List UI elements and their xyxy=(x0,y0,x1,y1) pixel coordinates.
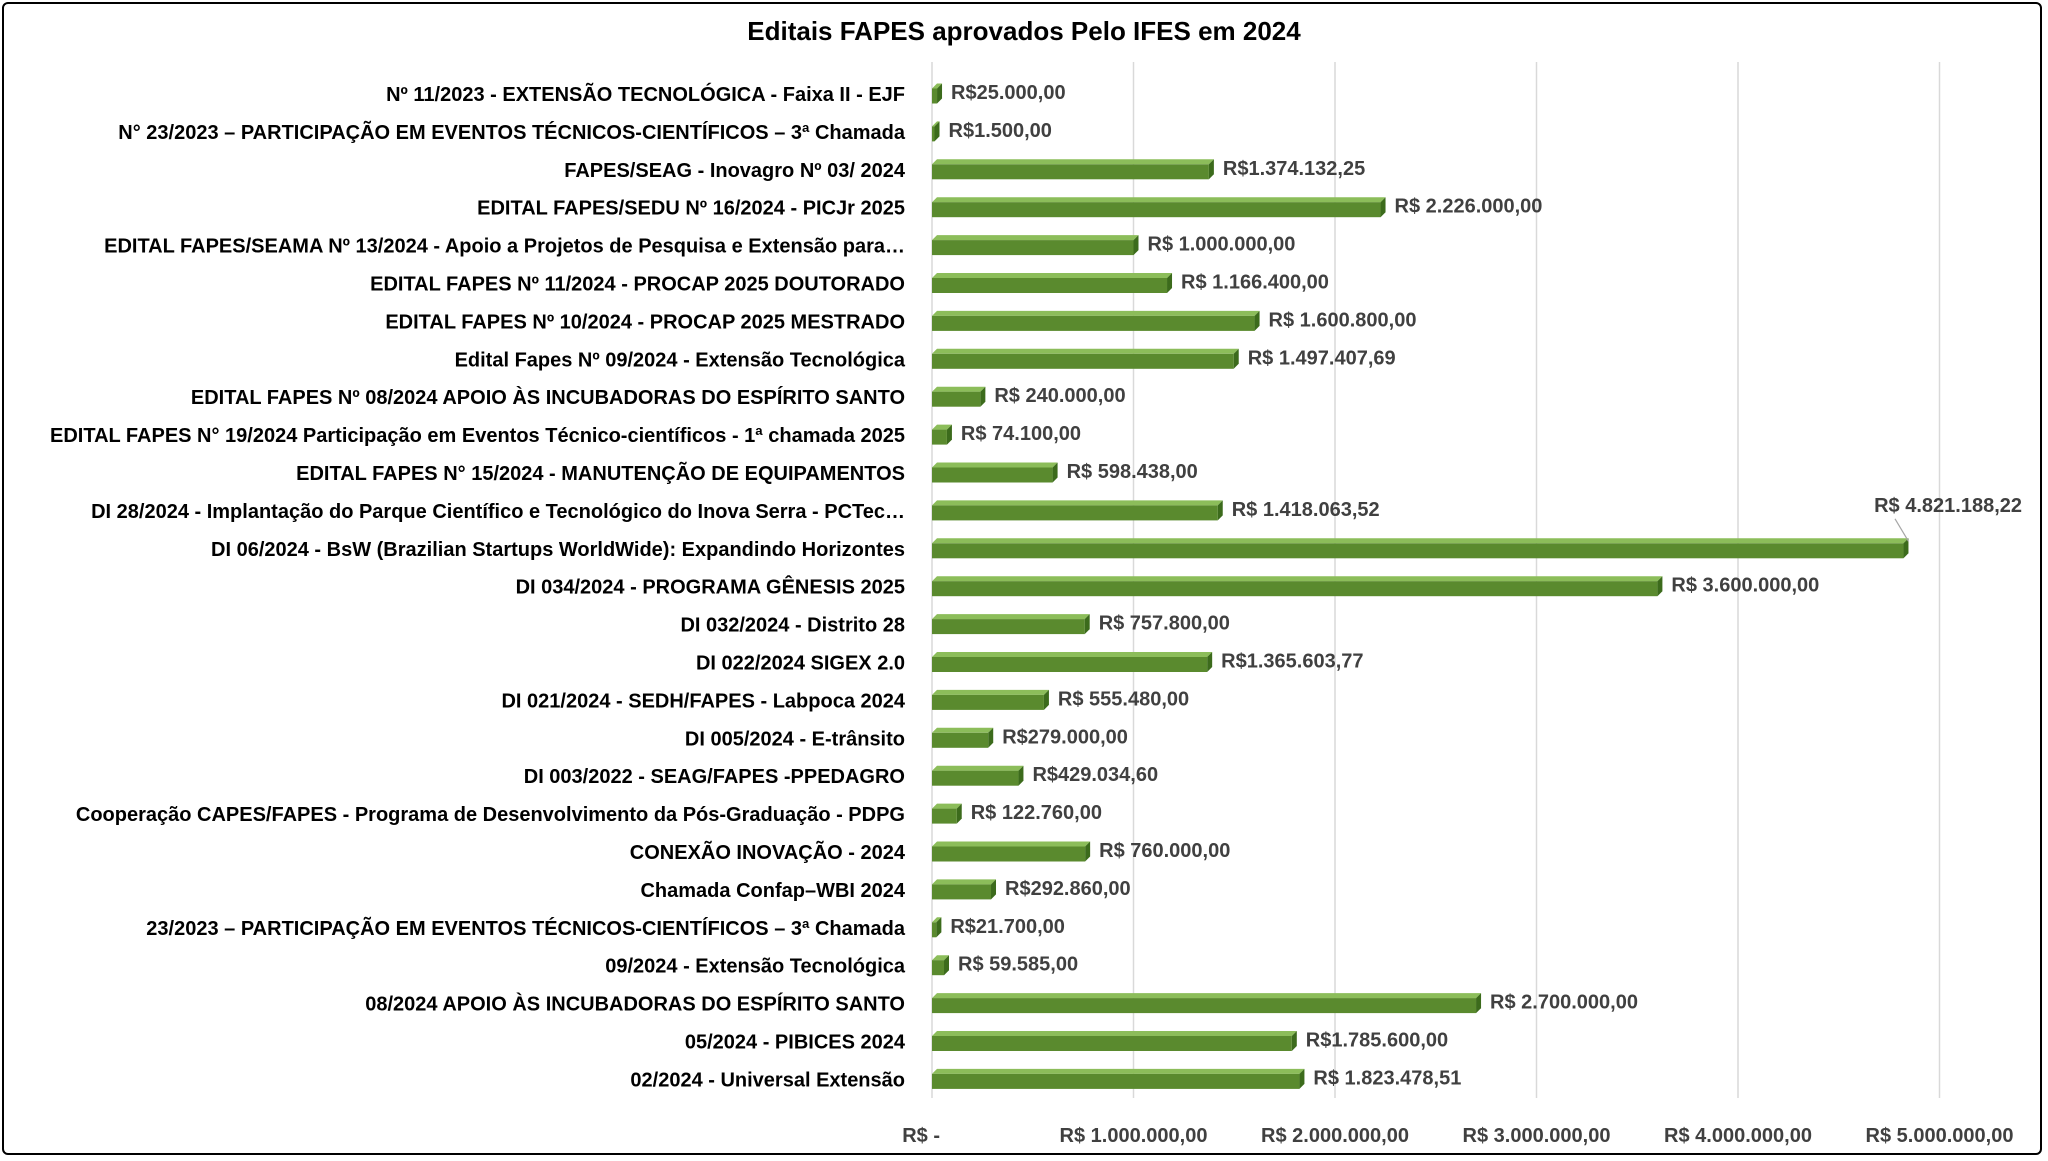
category-label: Cooperação CAPES/FAPES - Programa de Des… xyxy=(76,804,905,826)
category-label: N° 23/2023 – PARTICIPAÇÃO EM EVENTOS TÉC… xyxy=(118,121,906,144)
data-label: R$1.500,00 xyxy=(949,120,1052,142)
leader-line xyxy=(1894,518,1909,542)
bar xyxy=(932,310,1260,331)
bar xyxy=(932,500,1223,521)
data-label: R$ 760.000,00 xyxy=(1099,840,1230,862)
data-label: R$ 1.600.800,00 xyxy=(1269,309,1417,331)
data-label: R$ 757.800,00 xyxy=(1099,613,1230,635)
category-label: Nº 11/2023 - EXTENSÃO TECNOLÓGICA - Faix… xyxy=(386,82,905,106)
data-label: R$ 598.438,00 xyxy=(1067,461,1198,483)
category-label: 02/2024 - Universal Extensão xyxy=(630,1069,905,1091)
data-label: R$ 4.821.188,22 xyxy=(1874,495,2022,517)
data-label: R$ 59.585,00 xyxy=(958,954,1078,976)
bar xyxy=(932,955,950,976)
data-label: R$ 1.000.000,00 xyxy=(1148,234,1296,256)
category-label: FAPES/SEAG - Inovagro Nº 03/ 2024 xyxy=(564,160,906,182)
bar xyxy=(932,273,1173,293)
data-label: R$ 240.000,00 xyxy=(994,385,1125,407)
bar xyxy=(932,386,986,407)
x-axis-ticks: R$ - R$ 1.000.000,00 R$ 2.000.000,00 R$ 3.0… xyxy=(902,1125,2013,1147)
category-label: DI 032/2024 - Distrito 28 xyxy=(680,615,905,637)
x-tick-label: R$ 5.000.000,00 xyxy=(1866,1125,2014,1147)
bars xyxy=(932,83,1909,1089)
x-tick-label: R$ 2.000.000,00 xyxy=(1261,1125,1409,1147)
data-label: R$1.785.600,00 xyxy=(1306,1030,1448,1052)
bar xyxy=(932,197,1386,218)
bar xyxy=(932,83,943,104)
category-label: DI 06/2024 - BsW (Brazilian Startups Wor… xyxy=(211,539,905,561)
category-label: Chamada Confap–WBI 2024 xyxy=(640,880,905,902)
data-label: R$ 2.700.000,00 xyxy=(1490,992,1638,1014)
bar xyxy=(932,689,1049,710)
data-label: R$ 1.418.063,52 xyxy=(1232,499,1380,521)
x-tick-label: R$ 3.000.000,00 xyxy=(1463,1125,1611,1147)
category-label: EDITAL FAPES Nº 11/2024 - PROCAP 2025 DO… xyxy=(370,274,905,296)
data-label: R$ 1.166.400,00 xyxy=(1181,272,1329,294)
data-label: R$ 74.100,00 xyxy=(961,423,1081,445)
category-label: DI 003/2022 - SEAG/FAPES -PPEDAGRO xyxy=(524,766,905,788)
category-label: CONEXÃO INOVAÇÃO - 2024 xyxy=(630,841,906,864)
category-label: 08/2024 APOIO ÀS INCUBADORAS DO ESPÍRITO… xyxy=(365,993,905,1016)
category-label: DI 034/2024 - PROGRAMA GÊNESIS 2025 xyxy=(516,575,905,599)
bar xyxy=(932,614,1090,635)
bar xyxy=(932,652,1213,672)
category-label: EDITAL FAPES N° 15/2024 - MANUTENÇÃO DE … xyxy=(296,462,905,485)
category-label: EDITAL FAPES Nº 10/2024 - PROCAP 2025 ME… xyxy=(385,311,905,333)
bar xyxy=(932,727,994,748)
category-label: DI 022/2024 SIGEX 2.0 xyxy=(696,653,905,675)
data-label: R$ 2.226.000,00 xyxy=(1395,196,1543,218)
category-label: EDITAL FAPES N° 19/2024 Participação em … xyxy=(50,425,905,447)
category-label: DI 005/2024 - E-trânsito xyxy=(685,728,905,750)
bar xyxy=(932,1068,1305,1089)
bar xyxy=(932,538,1909,559)
bar xyxy=(932,159,1214,180)
data-label: R$21.700,00 xyxy=(950,916,1065,938)
bar xyxy=(932,841,1091,862)
data-label: R$ 1.497.407,69 xyxy=(1248,347,1396,369)
bar xyxy=(932,1031,1297,1051)
data-label: R$1.374.132,25 xyxy=(1223,158,1365,180)
category-label: EDITAL FAPES/SEDU Nº 16/2024 - PICJr 202… xyxy=(477,198,905,220)
category-label: Edital Fapes Nº 09/2024 - Extensão Tecno… xyxy=(455,349,906,371)
chart-title: Editais FAPES aprovados Pelo IFES em 202… xyxy=(747,16,1301,46)
bar xyxy=(932,235,1139,256)
data-label: R$ 122.760,00 xyxy=(971,802,1102,824)
data-label: R$279.000,00 xyxy=(1002,726,1128,748)
bar xyxy=(932,917,942,938)
category-label: EDITAL FAPES Nº 08/2024 APOIO ÀS INCUBAD… xyxy=(191,386,905,409)
bar xyxy=(932,348,1239,369)
category-label: DI 28/2024 - Implantação do Parque Cient… xyxy=(91,501,905,523)
x-tick-label: R$ - xyxy=(902,1125,940,1147)
data-label: R$25.000,00 xyxy=(951,82,1066,104)
category-labels: Nº 11/2023 - EXTENSÃO TECNOLÓGICA - Faix… xyxy=(50,82,906,1091)
category-label: DI 021/2024 - SEDH/FAPES - Labpoca 2024 xyxy=(501,690,905,712)
x-tick-label: R$ 4.000.000,00 xyxy=(1664,1125,1812,1147)
data-labels: R$25.000,00 R$1.500,00 R$1.374.132,25 R$ 2.… xyxy=(949,82,2023,1089)
data-label: R$ 1.823.478,51 xyxy=(1313,1067,1461,1089)
category-label: 09/2024 - Extensão Tecnológica xyxy=(605,956,906,978)
bar xyxy=(932,993,1482,1014)
data-label: R$ 555.480,00 xyxy=(1058,688,1189,710)
category-label: EDITAL FAPES/SEAMA Nº 13/2024 - Apoio a … xyxy=(104,236,905,258)
bar xyxy=(932,121,940,142)
bar xyxy=(932,765,1024,786)
data-label: R$1.365.603,77 xyxy=(1221,651,1363,673)
data-label: R$292.860,00 xyxy=(1005,878,1131,900)
bar xyxy=(932,803,962,824)
data-label: R$ 3.600.000,00 xyxy=(1671,575,1819,597)
bar xyxy=(932,462,1058,483)
bar xyxy=(932,424,952,445)
bar xyxy=(932,576,1663,597)
category-label: 05/2024 - PIBICES 2024 xyxy=(685,1032,906,1054)
bar xyxy=(932,879,997,900)
category-label: 23/2023 – PARTICIPAÇÃO EM EVENTOS TÉCNIC… xyxy=(146,917,906,940)
data-label: R$429.034,60 xyxy=(1032,764,1158,786)
x-tick-label: R$ 1.000.000,00 xyxy=(1060,1125,1208,1147)
